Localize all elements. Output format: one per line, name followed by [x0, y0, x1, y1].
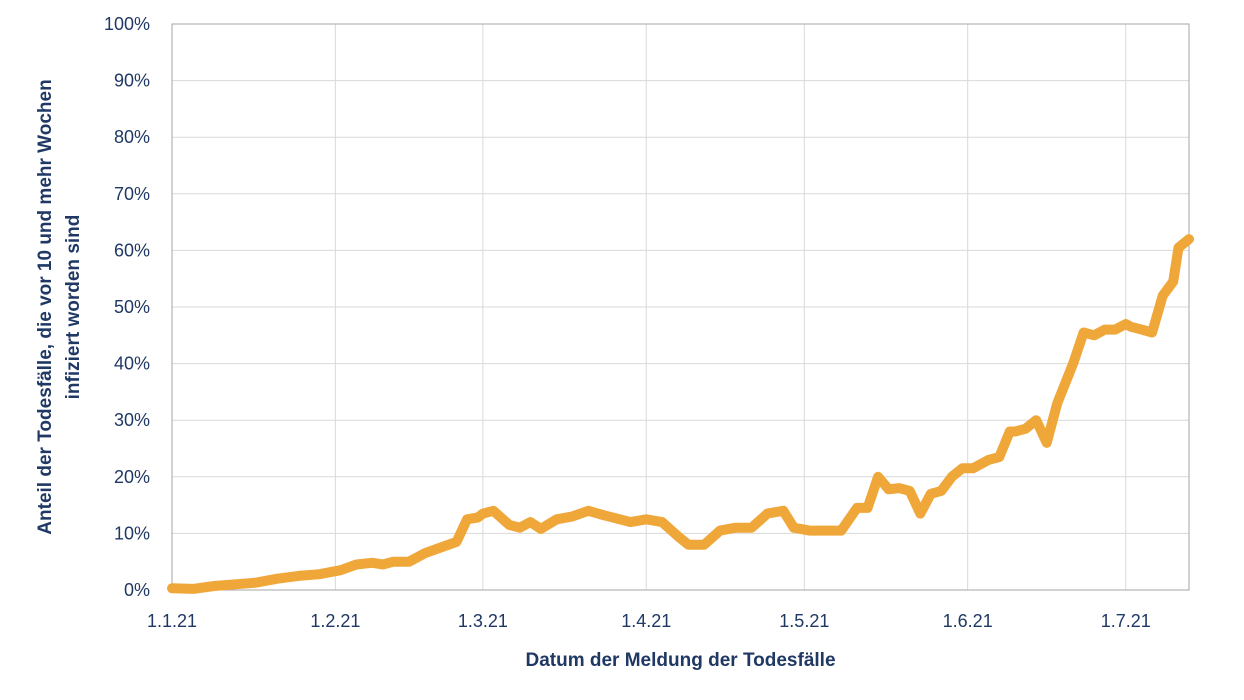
x-tick-label: 1.6.21: [943, 611, 993, 631]
series-line: [167, 234, 1194, 594]
x-axis-ticks: 1.1.21 1.2.21 1.3.21 1.4.21 1.5.21 1.6.21 1.7.…: [147, 611, 1151, 631]
plot-area-border: [171, 23, 1190, 591]
y-tick-label: 20%: [114, 467, 150, 487]
x-axis-title: Datum der Meldung der Todesfälle: [525, 650, 835, 671]
y-tick-label: 30%: [114, 410, 150, 430]
y-tick-label: 40%: [114, 354, 150, 374]
y-tick-label: 50%: [114, 297, 150, 317]
y-tick-label: 60%: [114, 240, 150, 260]
y-tick-label: 80%: [114, 127, 150, 147]
y-axis-title-line-2: infiziert worden sind: [63, 215, 84, 400]
x-tick-label: 1.3.21: [458, 611, 508, 631]
x-tick-label: 1.7.21: [1101, 611, 1151, 631]
y-tick-label: 70%: [114, 184, 150, 204]
y-tick-label: 100%: [104, 14, 150, 34]
y-tick-label: 0%: [124, 580, 150, 600]
x-tick-label: 1.2.21: [310, 611, 360, 631]
y-tick-label: 90%: [114, 71, 150, 91]
y-axis-title-line-1: Anteil der Todesfälle, die vor 10 und me…: [35, 79, 56, 534]
x-tick-label: 1.1.21: [147, 611, 197, 631]
gridlines: [172, 24, 1189, 590]
y-axis-ticks: 0% 10% 20% 30% 40% 50% 60% 70% 80% 90% 100%: [104, 14, 150, 600]
x-tick-label: 1.4.21: [621, 611, 671, 631]
x-tick-label: 1.5.21: [779, 611, 829, 631]
series-layer: [167, 234, 1194, 594]
y-tick-label: 10%: [114, 523, 150, 543]
